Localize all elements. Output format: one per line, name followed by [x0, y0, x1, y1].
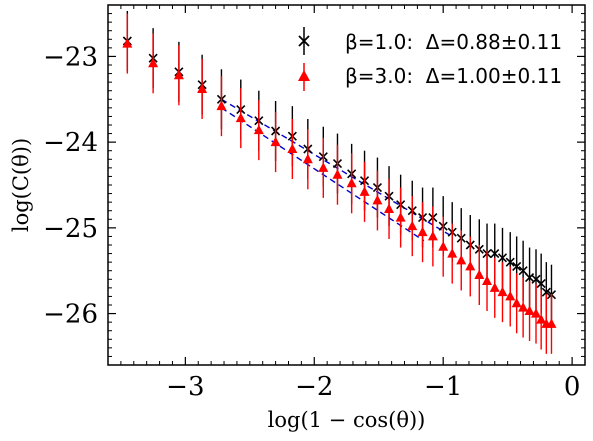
data-point-triangle — [235, 112, 246, 123]
data-point-triangle — [456, 254, 467, 265]
data-point-triangle — [253, 124, 264, 135]
y-axis-label: log(C(θ)) — [9, 138, 33, 232]
data-point-triangle — [173, 69, 184, 80]
y-tick-label: −25 — [43, 214, 98, 244]
data-point-triangle — [372, 194, 383, 205]
data-point-triangle — [474, 269, 485, 279]
x-tick-label: −3 — [166, 372, 204, 402]
plot-frame — [107, 4, 586, 366]
data-point-triangle — [332, 169, 343, 179]
data-point-triangle — [197, 83, 208, 93]
data-point-triangle — [447, 248, 458, 258]
legend-marker-x-icon — [298, 35, 310, 47]
data-point-triangle — [482, 275, 493, 285]
data-point-x — [536, 279, 546, 289]
data-point-triangle — [497, 286, 508, 297]
data-point-x — [497, 253, 508, 263]
data-point-triangle — [122, 38, 133, 48]
data-point-x — [524, 273, 535, 283]
data-point-triangle — [511, 297, 522, 308]
data-point-triangle — [505, 290, 516, 301]
data-point-triangle — [531, 308, 542, 318]
legend-entry-beta-1: β=1.0: Δ=0.88±0.11 — [298, 27, 562, 55]
data-point-triangle — [302, 153, 313, 164]
data-point-triangle — [465, 260, 476, 271]
x-tick-label: 0 — [564, 372, 581, 402]
x-axis-label: log(1 − cos(θ)) — [268, 408, 426, 432]
data-point-triangle — [270, 136, 281, 147]
y-tick-label: −26 — [43, 300, 98, 330]
x-tick-label: −2 — [295, 372, 333, 402]
legend-entry-beta-3: β=3.0: Δ=1.00±0.11 — [298, 63, 562, 91]
data-point-triangle — [407, 220, 418, 231]
legend-marker-triangle-icon — [298, 70, 310, 81]
y-tick-label: −23 — [43, 42, 98, 72]
data-point-triangle — [148, 57, 159, 68]
data-point-triangle — [384, 203, 395, 213]
x-tick-label: −1 — [424, 372, 462, 402]
series-2 — [122, 13, 557, 354]
legend: β=1.0: Δ=0.88±0.11 β=3.0: Δ=1.00±0.11 — [298, 27, 562, 91]
data-point-x — [512, 261, 522, 271]
data-point-x — [490, 249, 500, 259]
data-point-x — [505, 257, 515, 267]
data-point-triangle — [536, 314, 547, 324]
data-point-triangle — [524, 305, 535, 315]
data-point-triangle — [438, 241, 449, 251]
legend-label-beta-1: β=1.0: Δ=0.88±0.11 — [345, 30, 562, 54]
legend-label-beta-3: β=3.0: Δ=1.00±0.11 — [345, 64, 562, 88]
data-point-triangle — [546, 318, 557, 328]
y-tick-label: −24 — [43, 128, 98, 158]
data-point-triangle — [518, 302, 529, 312]
data-point-triangle — [216, 100, 227, 111]
data-point-x — [541, 287, 551, 297]
data-point-triangle — [395, 212, 406, 222]
data-point-triangle — [287, 143, 298, 153]
data-point-triangle — [427, 230, 438, 241]
data-point-triangle — [489, 282, 500, 292]
data-point-triangle — [346, 177, 357, 188]
data-point-triangle — [417, 226, 428, 237]
data-series — [122, 11, 557, 354]
data-point-triangle — [318, 162, 329, 172]
data-point-triangle — [359, 186, 370, 196]
